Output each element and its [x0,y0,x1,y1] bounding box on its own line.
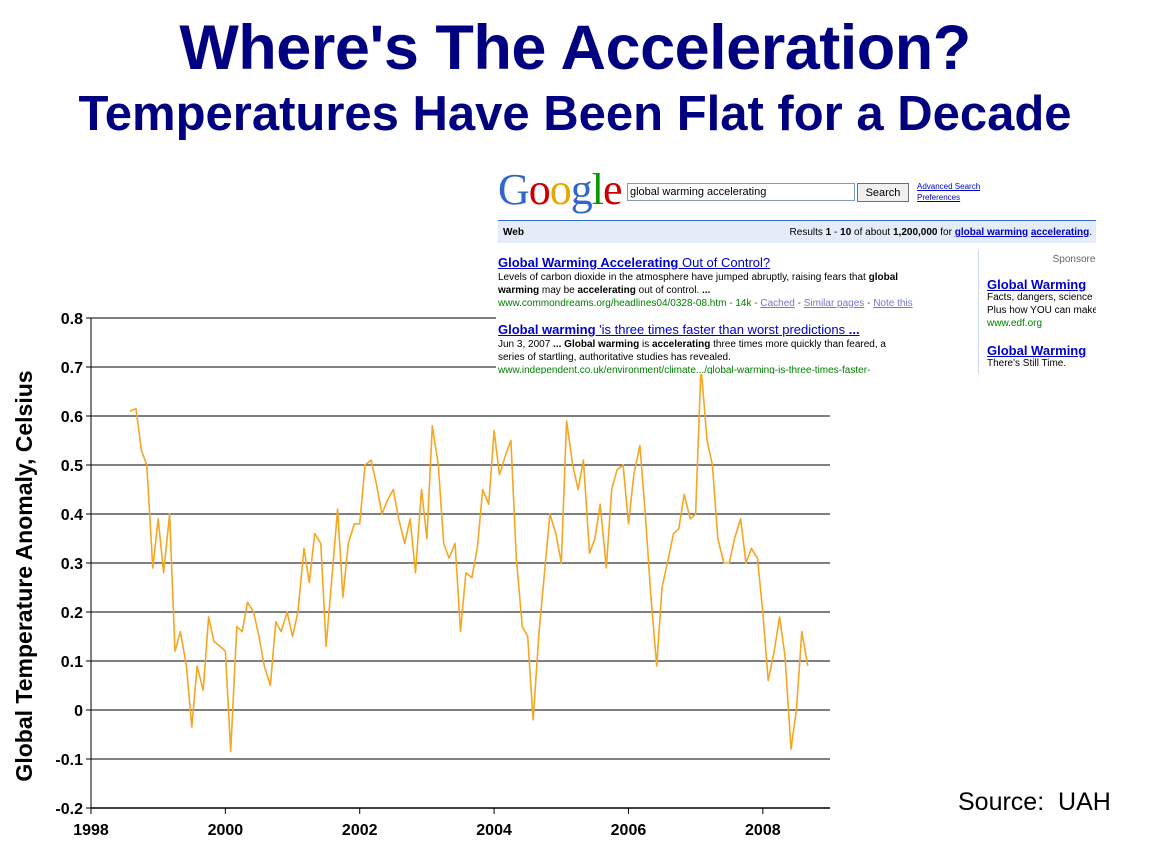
results-range-start: 1 [825,227,832,238]
google-search-screenshot: Google Search Advanced Search Preference… [496,162,1096,374]
google-logo[interactable]: Google [498,164,623,216]
y-tick-label: 0.2 [61,605,83,622]
results-for: for [940,227,952,238]
y-tick-label: 0.4 [61,507,83,524]
separator: - [864,298,874,309]
ad-title-link[interactable]: Global Warming [987,277,1087,292]
y-axis-ticks: 0.8 0.7 0.6 0.5 0.4 0.3 0.2 0.1 0 -0.1 -0.2 [55,311,91,818]
y-tick-label: 0 [74,703,83,720]
search-button[interactable]: Search [857,183,909,202]
logo-letter: o [549,165,572,214]
logo-letter: l [591,165,604,214]
results-of-about: of about [854,227,891,238]
x-tick-label: 2008 [745,822,781,839]
results-dash: - [834,227,838,238]
snippet-bold: accelerating [577,285,636,296]
y-tick-label: 0.3 [61,556,83,573]
results-bar: Web Results 1 - 10 of about 1,200,000 fo… [498,220,1096,243]
separator: - [794,298,804,309]
ad-url: www.edf.org [987,318,1043,329]
preferences-link[interactable]: Preferences [917,193,961,202]
result-title-link[interactable]: Global warming 'is three times faster th… [498,322,968,338]
ad-text: Plus how YOU can make [987,305,1096,316]
x-axis-ticks: 1998 2000 2002 2004 2006 2008 [73,808,781,839]
snippet-bold: accelerating [651,339,711,350]
snippet-text: out of control. [635,285,703,296]
sponsored-links: Sponsored Global Warming Facts, dangers,… [978,250,1096,374]
ad-text: There's Still Time. [987,358,1067,369]
result-title-bold[interactable]: Global Warming Accelerating [498,255,679,270]
snippet-text: Levels of carbon dioxide in the atmosphe… [498,272,869,283]
snippet-text: is [639,339,652,350]
y-tick-label: 0.5 [61,458,83,475]
similar-pages-link[interactable]: Similar pages [803,298,865,309]
y-tick-label: 0.8 [61,311,83,328]
x-tick-label: 1998 [73,822,109,839]
cached-link[interactable]: Cached [760,298,795,309]
result-title-ellipsis[interactable]: ... [848,322,860,337]
y-tick-label: 0.6 [61,409,83,426]
logo-letter: e [603,165,623,214]
grid-lines [91,317,830,809]
x-tick-label: 2000 [208,822,244,839]
y-tick-label: 0.7 [61,360,83,377]
advanced-search-link[interactable]: Advanced Search [917,182,981,191]
result-title-bold[interactable]: Global warming [498,322,596,337]
snippet-date: Jun 3, 2007 [498,339,554,350]
note-this-link[interactable]: Note this [873,298,913,309]
snippet-ellipsis: ... [553,339,562,350]
result-url-text: www.commondreams.org/headlines04/0328-08… [498,298,761,309]
results-prefix: Results [789,227,823,238]
search-result: Global Warming Accelerating Out of Contr… [498,255,968,310]
x-tick-label: 2002 [342,822,378,839]
sponsored-label: Sponsored [1052,254,1096,265]
snippet-text: may be [539,285,578,296]
x-tick-label: 2006 [611,822,647,839]
y-tick-label: -0.2 [55,801,83,818]
x-tick-label: 2004 [476,822,512,839]
logo-letter: g [570,165,593,214]
result-snippet: Jun 3, 2007 ... Global warming is accele… [498,338,968,364]
snippet-text: series of startling, authoritative studi… [498,352,731,363]
query-link-1[interactable]: global warming [954,227,1029,238]
chart-title: Where's The Acceleration? [179,13,971,83]
results-count: Results 1 - 10 of about 1,200,000 for gl… [789,227,1092,238]
snippet-text: three times more quickly than feared, a [710,339,886,350]
ad-title-link[interactable]: Global Warming [987,343,1087,358]
y-tick-label: 0.1 [61,654,83,671]
snippet-bold: warming [498,285,540,296]
snippet-bold: Global warming [561,339,640,350]
y-tick-label: -0.1 [55,752,83,769]
results-total: 1,200,000 [892,227,938,238]
result-url: www.independent.co.uk/environment/climat… [498,365,871,374]
result-title-rest[interactable]: 'is three times faster than worst predic… [595,322,849,337]
logo-letter: G [498,165,530,214]
results-range-end: 10 [840,227,852,238]
logo-letter: o [528,165,551,214]
query-link-2[interactable]: accelerating [1030,227,1090,238]
ad-text: Facts, dangers, science [987,292,1093,303]
tab-web[interactable]: Web [503,227,524,238]
result-url: www.commondreams.org/headlines04/0328-08… [498,297,968,310]
search-result: Global warming 'is three times faster th… [498,322,968,374]
y-axis-label: Global Temperature Anomaly, Celsius [11,370,37,781]
result-title-rest[interactable]: Out of Control? [678,255,771,270]
snippet-ellipsis: ... [702,285,711,296]
search-input[interactable] [627,183,855,201]
source-label: Source: UAH [958,788,1111,816]
result-snippet: Levels of carbon dioxide in the atmosphe… [498,271,968,297]
chart-subtitle: Temperatures Have Been Flat for a Decade [78,87,1072,141]
snippet-bold: global [868,272,899,283]
result-title-link[interactable]: Global Warming Accelerating Out of Contr… [498,255,968,271]
series-line [129,366,809,753]
